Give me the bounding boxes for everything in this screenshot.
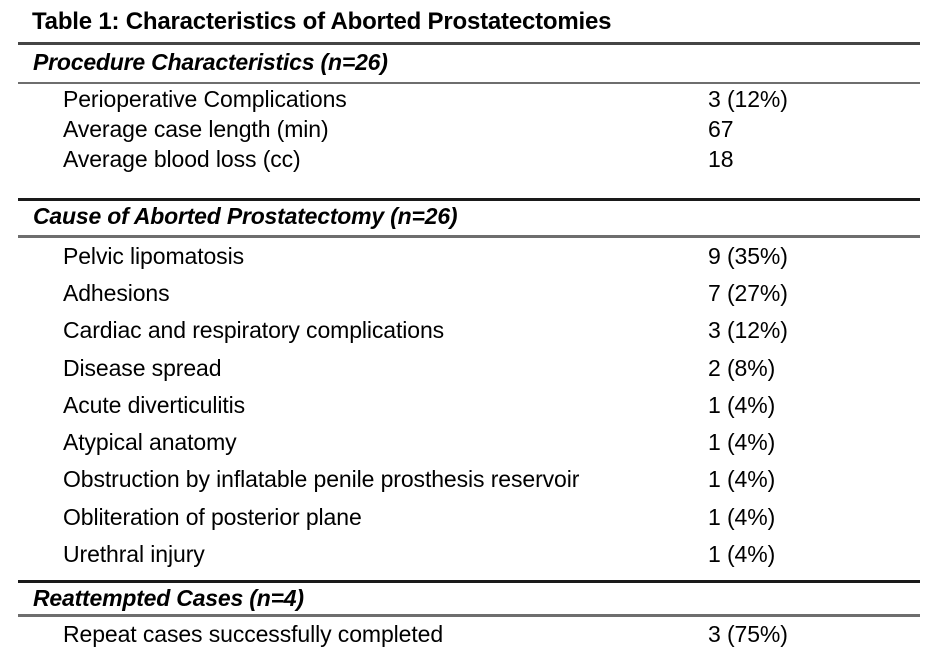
table-row: Average blood loss (cc) 18	[0, 144, 936, 174]
row-value: 3 (12%)	[708, 317, 788, 344]
table-top-rule	[18, 42, 920, 45]
table-row: Obstruction by inflatable penile prosthe…	[0, 461, 936, 498]
row-label: Average blood loss (cc)	[63, 145, 301, 172]
row-value: 7 (27%)	[708, 279, 788, 306]
row-label: Acute diverticulitis	[63, 391, 246, 418]
row-value: 1 (4%)	[708, 503, 776, 530]
row-label: Atypical anatomy	[63, 429, 237, 456]
row-label: Obliteration of posterior plane	[63, 503, 362, 530]
table-row: Atypical anatomy 1 (4%)	[0, 424, 936, 461]
row-label: Obstruction by inflatable penile prosthe…	[63, 466, 580, 493]
table-row: Perioperative Complications 3 (12%)	[0, 84, 936, 114]
row-label: Disease spread	[63, 354, 222, 381]
table-row: Disease spread 2 (8%)	[0, 349, 936, 386]
row-label: Repeat cases successfully completed	[63, 621, 444, 648]
row-value: 1 (4%)	[708, 429, 776, 456]
row-value: 3 (12%)	[708, 85, 788, 112]
row-label: Perioperative Complications	[63, 85, 347, 112]
table-row: Adhesions 7 (27%)	[0, 275, 936, 312]
table-row: Obliteration of posterior plane 1 (4%)	[0, 499, 936, 536]
heading-underline-rule	[18, 235, 920, 238]
table-row: Acute diverticulitis 1 (4%)	[0, 387, 936, 424]
table-row: Urethral injury 1 (4%)	[0, 536, 936, 573]
heading-underline-rule	[18, 81, 920, 84]
section-divider-rule	[18, 579, 920, 583]
row-label: Cardiac and respiratory complications	[63, 317, 445, 344]
table-row: Repeat cases successfully completed 3 (7…	[0, 617, 936, 653]
section-heading: Cause of Aborted Prostatectomy (n=26)	[33, 203, 458, 229]
row-value: 18	[708, 145, 734, 172]
row-label: Adhesions	[63, 279, 170, 306]
section-heading: Reattempted Cases (n=4)	[33, 584, 304, 611]
row-value: 3 (75%)	[708, 621, 788, 648]
row-value: 2 (8%)	[708, 354, 776, 381]
heading-underline-rule	[18, 614, 920, 617]
table-title: Table 1: Characteristics of Aborted Pros…	[32, 8, 612, 35]
table-row: Average case length (min) 67	[0, 114, 936, 144]
row-label: Urethral injury	[63, 541, 205, 568]
row-label: Pelvic lipomatosis	[63, 242, 244, 269]
section-procedure-characteristics: Procedure Characteristics (n=26) Periope…	[0, 49, 936, 175]
section-heading: Procedure Characteristics (n=26)	[33, 48, 388, 75]
section-reattempted-cases: Reattempted Cases (n=4) Repeat cases suc…	[0, 585, 936, 653]
row-label: Average case length (min)	[63, 115, 329, 142]
section-divider-rule	[18, 198, 920, 201]
row-value: 1 (4%)	[708, 541, 776, 568]
row-value: 9 (35%)	[708, 242, 788, 269]
row-value: 1 (4%)	[708, 391, 776, 418]
table-row: Cardiac and respiratory complications 3 …	[0, 312, 936, 349]
row-value: 1 (4%)	[708, 466, 776, 493]
row-value: 67	[708, 115, 734, 142]
section-cause-of-aborted-prostatectomy: Cause of Aborted Prostatectomy (n=26) Pe…	[0, 203, 936, 573]
table-row: Pelvic lipomatosis 9 (35%)	[0, 238, 936, 275]
